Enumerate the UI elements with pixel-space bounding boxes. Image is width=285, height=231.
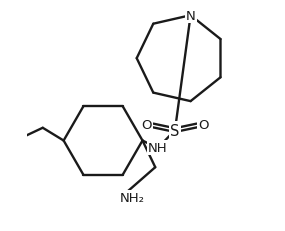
Text: S: S <box>170 123 180 138</box>
Text: N: N <box>186 10 196 23</box>
Text: O: O <box>198 118 209 131</box>
Text: O: O <box>141 118 152 131</box>
Text: NH: NH <box>148 141 167 154</box>
Text: NH₂: NH₂ <box>120 191 144 204</box>
